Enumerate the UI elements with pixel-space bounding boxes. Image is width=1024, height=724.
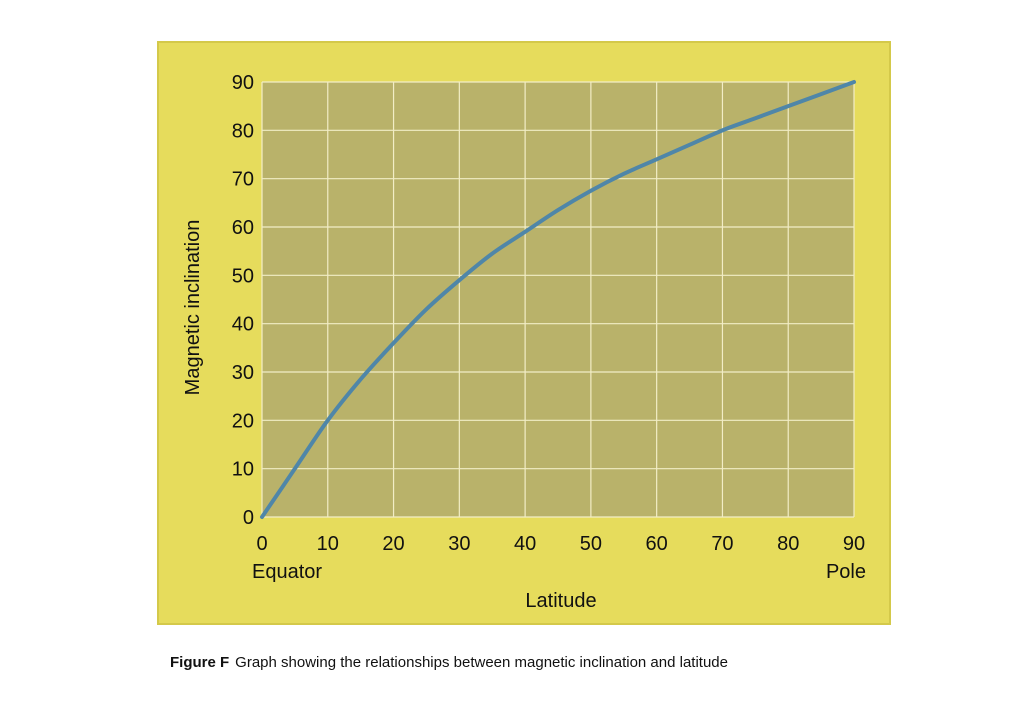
x-tick-label: 20 — [382, 533, 404, 555]
y-tick-label: 20 — [232, 410, 254, 432]
pole-label: Pole — [826, 561, 866, 583]
y-axis-title: Magnetic inclination — [182, 220, 204, 396]
x-tick-label: 80 — [777, 533, 799, 555]
x-tick-label: 50 — [580, 533, 602, 555]
y-tick-label: 90 — [232, 72, 254, 94]
y-tick-label: 40 — [232, 314, 254, 336]
x-tick-label: 30 — [448, 533, 470, 555]
figure-caption: Figure F Graph showing the relationships … — [170, 654, 930, 671]
x-tick-label: 70 — [711, 533, 733, 555]
y-tick-label: 80 — [232, 120, 254, 142]
y-tick-label: 10 — [232, 459, 254, 481]
equator-label: Equator — [252, 561, 322, 583]
x-tick-label: 90 — [843, 533, 865, 555]
inclination-chart: 0 10 20 30 40 50 60 70 80 90 0 10 20 30 40 50 60 70 80 90 E… — [182, 72, 866, 612]
series-line — [260, 80, 856, 519]
y-tick-label: 50 — [232, 265, 254, 287]
tick-labels: 0 10 20 30 40 50 60 70 80 90 0 10 20 30 40 50 60 70 80 90 — [232, 72, 865, 555]
figure-panel: 0 10 20 30 40 50 60 70 80 90 0 10 20 30 40 50 60 70 80 90 E… — [157, 41, 891, 625]
x-tick-label: 40 — [514, 533, 536, 555]
x-tick-label: 10 — [317, 533, 339, 555]
caption-text: Graph showing the relationships between … — [235, 654, 728, 671]
x-axis-title: Latitude — [525, 590, 596, 612]
x-tick-label: 0 — [256, 533, 267, 555]
grid — [261, 81, 855, 518]
y-tick-label: 60 — [232, 217, 254, 239]
y-tick-label: 0 — [243, 507, 254, 529]
y-tick-label: 30 — [232, 362, 254, 384]
x-tick-label: 60 — [646, 533, 668, 555]
y-tick-label: 70 — [232, 169, 254, 191]
caption-label: Figure F — [170, 654, 230, 671]
plot-area — [262, 82, 854, 517]
